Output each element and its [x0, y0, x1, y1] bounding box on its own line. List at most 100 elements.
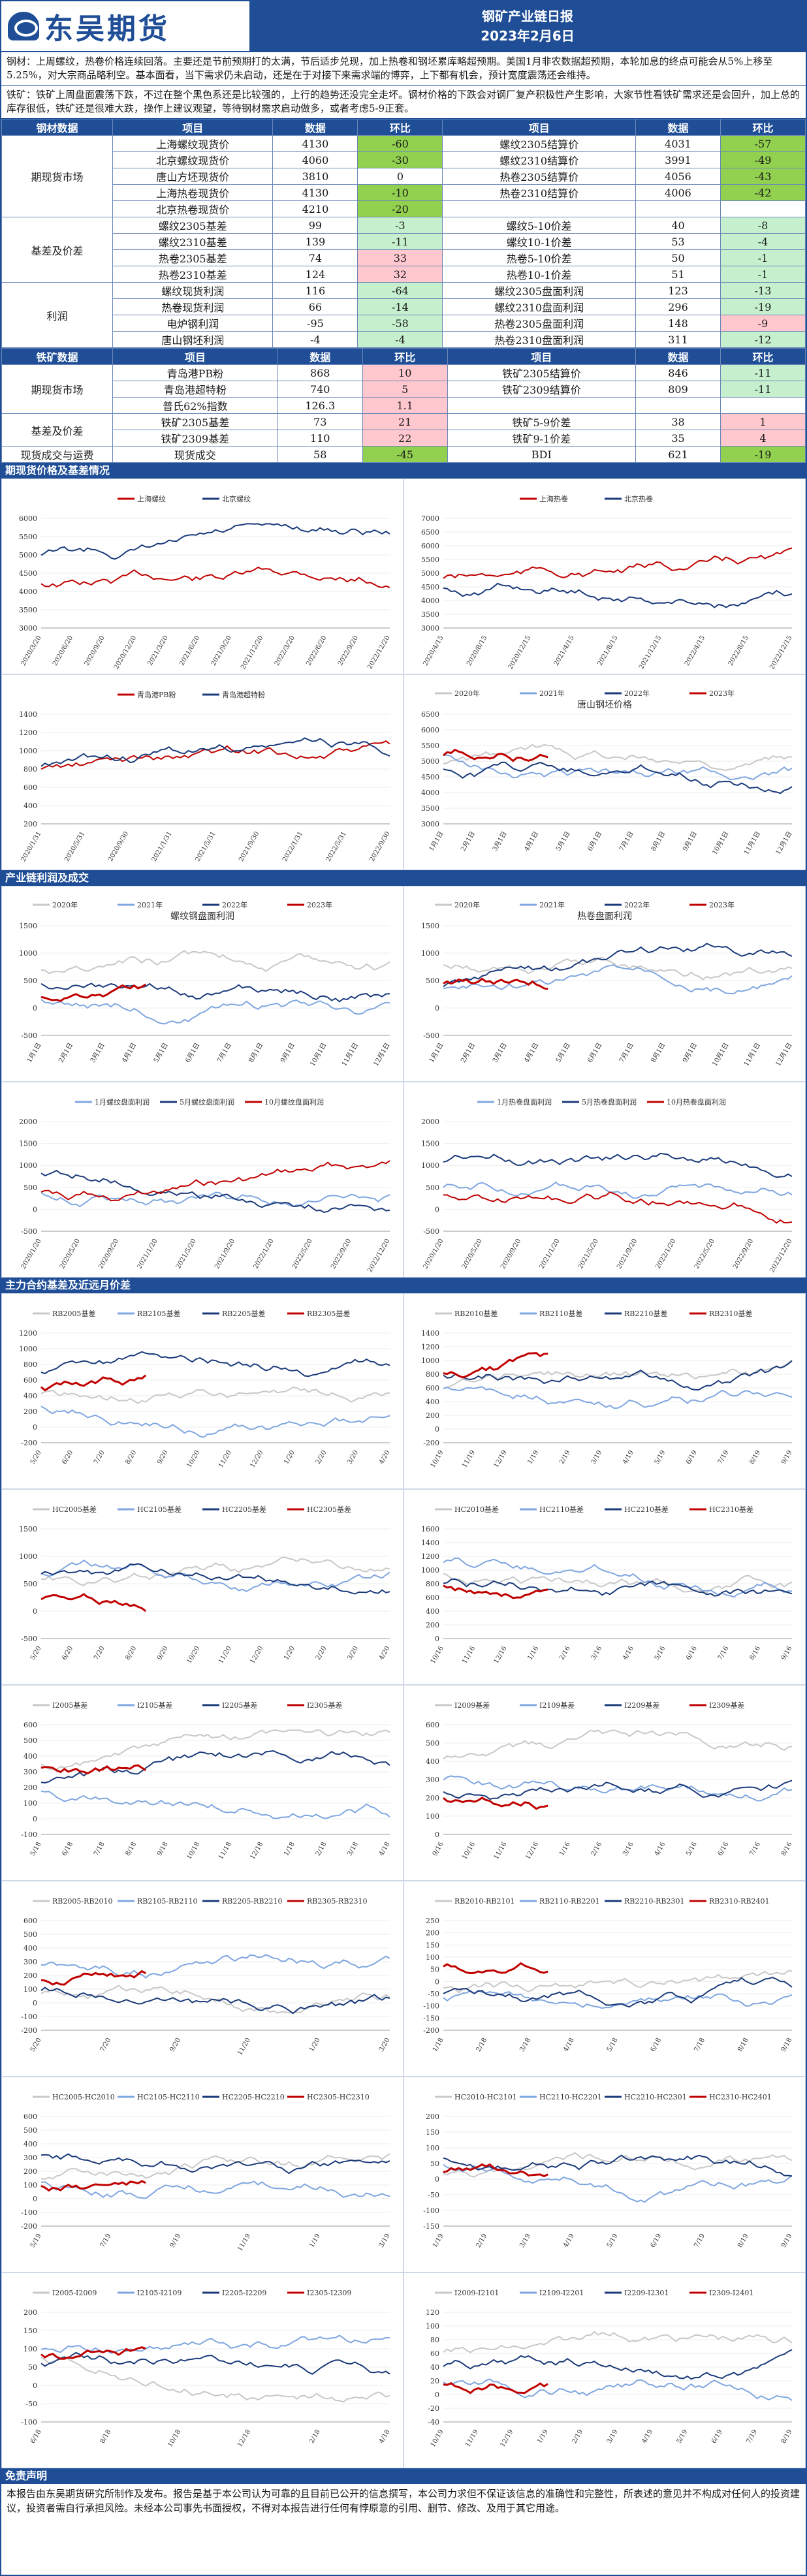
x-tick-label: 2/19: [558, 1449, 572, 1466]
x-tick-label: 2020/9/20: [84, 635, 106, 667]
x-tick-label: 7月1日: [618, 1042, 635, 1064]
series-line: [443, 761, 793, 794]
x-tick-label: 11/18: [217, 1841, 233, 1861]
change-cell: [720, 200, 806, 217]
y-tick-label: 3500: [421, 610, 439, 619]
chart: HC2010-HC2101 HC2110-HC2201 HC2210-HC2301 H…: [404, 2077, 806, 2272]
legend-label: 5月螺纹盘面利润: [180, 1097, 234, 1107]
series-line: [40, 1374, 147, 1392]
series-line: [443, 943, 793, 988]
x-tick-label: 1/18: [432, 2037, 445, 2053]
x-tick-label: 1/20: [283, 1449, 296, 1466]
x-tick-label: 11月1日: [340, 1042, 360, 1068]
x-tick-label: 6/19: [685, 1449, 699, 1466]
legend-label: HC2310基差: [709, 1505, 753, 1514]
value-cell: 123: [635, 282, 721, 299]
y-tick-label: 3500: [421, 804, 439, 813]
chart-svg: 唐山钢坯价格 2020年 2021年 2022年 2023年 6500 6000 5500 50…: [421, 689, 794, 856]
chart: 热卷盘面利润 2020年 2021年 2022年 2023年 1500 1000 500 0 -5…: [404, 886, 806, 1082]
header-cell: 项目: [442, 119, 636, 136]
x-tick-label: 1/20: [283, 1645, 296, 1661]
value-cell: 74: [272, 249, 358, 266]
x-tick-label: 2022/12/20: [768, 1238, 793, 1274]
item-cell: 铁矿9-1价差: [447, 430, 637, 447]
change-cell: -20: [357, 200, 443, 217]
chart: RB2005基差 RB2105基差 RB2205基差 RB2305基差 1200 1000…: [1, 1293, 404, 1489]
y-tick-label: 500: [24, 1184, 37, 1192]
legend-label: HC2110基差: [539, 1505, 584, 1514]
chart: 1月热卷盘面利润 5月热卷盘面利润 10月热卷盘面利润 2000 1500 1000 500…: [404, 1082, 806, 1278]
series-line: [40, 1790, 390, 1819]
y-tick-label: -100: [21, 2208, 37, 2217]
y-tick-label: 40: [430, 2363, 439, 2372]
item-cell: 热卷2310结算价: [442, 184, 636, 201]
chart: RB2010-RB2101 RB2110-RB2201 RB2210-RB2301 R…: [404, 1881, 806, 2077]
legend-label: RB2205基差: [222, 1309, 265, 1318]
y-tick-label: -100: [21, 2013, 37, 2021]
x-tick-label: 7/19: [717, 1449, 731, 1466]
y-tick-label: 100: [426, 2322, 439, 2331]
value-cell: 51: [635, 266, 721, 283]
series-line: [40, 2180, 146, 2192]
y-tick-label: 0: [435, 1205, 439, 1214]
item-cell: 铁矿2305基差: [112, 413, 278, 430]
value-cell: 4130: [272, 184, 358, 201]
change-cell: 1.1: [362, 397, 448, 414]
y-tick-label: 4000: [421, 789, 439, 797]
chart-svg: RB2005基差 RB2105基差 RB2205基差 RB2305基差 1200 1000…: [19, 1309, 392, 1469]
section-title: 免责声明: [1, 2468, 806, 2484]
y-tick-label: 150: [426, 1941, 439, 1949]
item-cell: 上海螺纹现货价: [112, 135, 274, 152]
y-tick-label: 200: [426, 2113, 439, 2121]
y-tick-label: 1000: [421, 949, 439, 958]
y-tick-label: -50: [428, 2191, 439, 2199]
x-tick-label: 10/19: [430, 2428, 445, 2448]
x-tick-label: 1/19: [526, 1449, 540, 1466]
chart: 上海螺纹 北京螺纹 6000 5500 5000 4500 4000 3500 3000 2020…: [1, 479, 404, 674]
chart: 螺纹钢盘面利润 2020年 2021年 2022年 2023年 1500 1000 500 0 -…: [1, 886, 404, 1082]
x-tick-label: 2020/9/20: [97, 1238, 120, 1270]
x-tick-label: 6/20: [61, 1645, 74, 1661]
x-tick-label: 9/16: [432, 1841, 445, 1857]
x-tick-label: 6/16: [717, 1841, 731, 1857]
x-tick-label: 9/16: [780, 1645, 794, 1661]
item-cell: 热卷2305结算价: [442, 168, 636, 185]
x-tick-label: 5/16: [654, 1645, 667, 1661]
x-tick-label: 2021/4/15: [553, 635, 576, 667]
y-tick-label: 100: [24, 1985, 37, 1994]
legend-label: RB2005基差: [52, 1309, 95, 1318]
change-cell: 5: [362, 381, 448, 398]
chart: HC2005基差 HC2105基差 HC2205基差 HC2305基差 1500 1000…: [1, 1489, 404, 1685]
header-cell: 数据: [635, 348, 721, 365]
value-cell: 3810: [272, 168, 358, 185]
x-tick-label: 2021/5/31: [194, 830, 217, 863]
x-tick-label: 7/19: [99, 2233, 113, 2249]
x-tick-label: 9/20: [156, 1645, 170, 1661]
y-tick-label: 50: [430, 1966, 439, 1974]
item-cell: 螺纹2310基差: [112, 233, 274, 250]
y-tick-label: 100: [426, 1953, 439, 1962]
y-tick-label: 600: [24, 1721, 37, 1729]
header-cell: 钢材数据: [1, 119, 113, 136]
x-tick-label: 10月1日: [309, 1042, 328, 1068]
x-tick-label: 9/20: [168, 2037, 182, 2053]
legend-label: RB2310基差: [709, 1309, 752, 1318]
logo-text: 东吴期货: [44, 12, 170, 46]
table-row: 北京热卷现货价 4210 -20: [2, 200, 806, 217]
legend-label: 10月螺纹盘面利润: [264, 1097, 324, 1107]
value-cell: 38: [635, 413, 721, 430]
x-tick-label: 3月1日: [89, 1042, 106, 1064]
change-cell: -42: [720, 184, 806, 201]
x-tick-label: 2020/1/20: [422, 1238, 445, 1270]
y-tick-label: -200: [21, 2026, 37, 2035]
x-tick-label: 1/19: [432, 2233, 445, 2249]
legend-label: HC2105-HC2110: [137, 2093, 200, 2101]
x-tick-label: 5/19: [654, 1449, 667, 1466]
legend-label: I2205基差: [222, 1701, 257, 1710]
y-tick-label: 150: [24, 2327, 37, 2335]
x-tick-label: 2020/6/20: [52, 635, 74, 667]
table-row: 利润 螺纹现货利润 116 -64 螺纹2305盘面利润 123 -13: [1, 282, 806, 348]
item-cell: 铁矿2309结算价: [447, 381, 637, 398]
x-tick-label: 11/20: [217, 1645, 233, 1665]
